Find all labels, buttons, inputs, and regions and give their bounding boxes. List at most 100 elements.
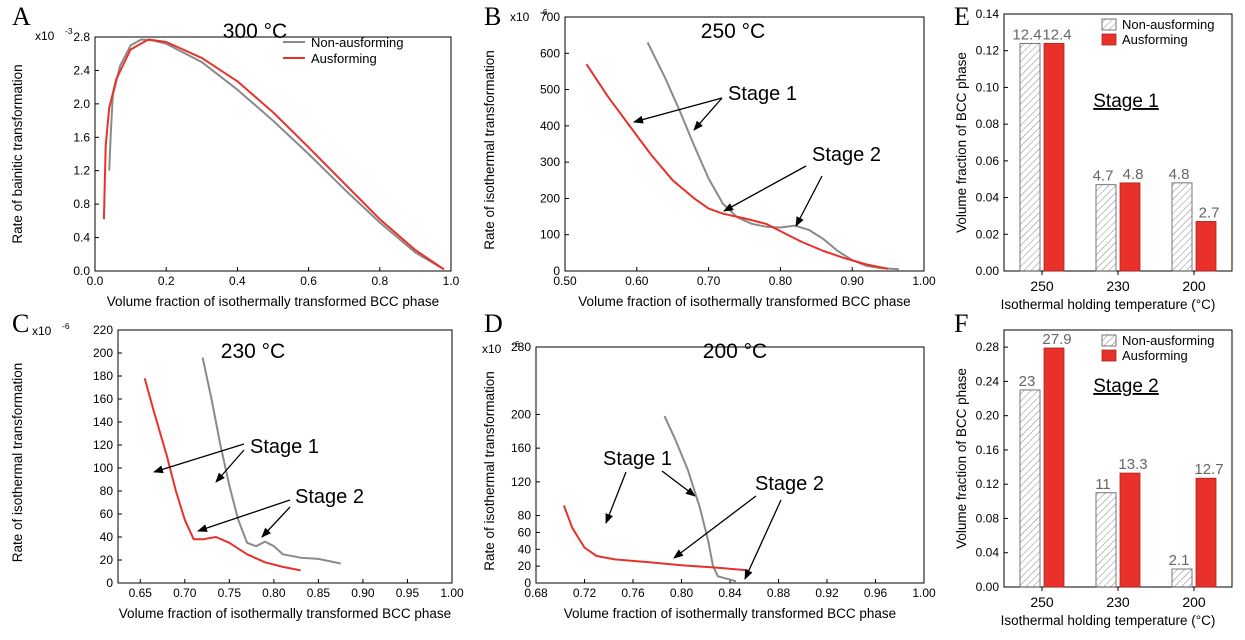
tick-label: 0.4 <box>73 231 90 245</box>
annotation-arrow <box>153 443 245 474</box>
tick-label: 0.2 <box>158 274 175 288</box>
y-axis-label: Rate of isothermal transformation <box>10 363 25 563</box>
tick-label: 0.80 <box>262 586 286 600</box>
tick-label: 1.00 <box>912 586 936 600</box>
series-line-ausforming <box>562 505 749 572</box>
legend-label: Ausforming <box>311 51 377 66</box>
tick-label: 0.08 <box>976 117 1000 131</box>
tick-label: 0.84 <box>718 586 742 600</box>
panel-title: Stage 2 <box>1093 376 1159 397</box>
tick-label: 0.65 <box>129 586 153 600</box>
tick-label: 2.8 <box>73 30 90 44</box>
panel-title: 250 °C <box>701 20 765 43</box>
legend-label: Ausforming <box>1122 32 1188 47</box>
bar-non-ausforming <box>1019 389 1041 588</box>
tick-label: 0.24 <box>976 374 1000 388</box>
series-line-ausforming <box>102 38 445 271</box>
tick-label: 1.00 <box>440 586 464 600</box>
bar-ausforming <box>1195 477 1217 588</box>
panel-label: E <box>954 2 970 31</box>
tick-label: 60 <box>100 507 114 521</box>
tick-label: 140 <box>93 415 113 429</box>
data-label: 23 <box>1019 373 1036 390</box>
x-axis-label: Volume fraction of isothermally transfor… <box>564 606 896 621</box>
tick-label: 0.10 <box>976 80 1000 94</box>
tick-label: 0.6 <box>300 274 317 288</box>
tick-label: 300 <box>540 155 560 169</box>
tick-label: 20 <box>518 559 532 573</box>
panel-label: A <box>12 2 31 31</box>
annotation-arrow <box>723 165 807 212</box>
y-multiplier-exponent: -6 <box>62 321 70 331</box>
annotation-arrow <box>197 499 291 532</box>
plot-frame <box>117 329 453 584</box>
data-label: 11 <box>1095 476 1111 493</box>
annotation-arrow <box>693 97 723 131</box>
series-line-non-ausforming <box>108 38 445 271</box>
tick-label: 0.28 <box>976 340 1000 354</box>
tick-label: 0 <box>553 264 560 278</box>
legend-label: Non-ausforming <box>1122 333 1215 348</box>
bar-ausforming <box>1043 42 1065 272</box>
y-multiplier-exponent: -6 <box>512 339 520 349</box>
plot-frame <box>564 16 925 272</box>
series-line-non-ausforming <box>663 415 737 583</box>
annotation-arrow <box>673 495 757 559</box>
y-axis-label: Rate of isothermal transformation <box>482 50 497 250</box>
plot-frame <box>535 346 925 584</box>
tick-label: 100 <box>540 228 560 242</box>
tick-label: 20 <box>100 553 114 567</box>
bar-non-ausforming <box>1095 492 1117 588</box>
y-multiplier: x10 <box>32 324 52 338</box>
tick-label: 200 <box>511 407 531 421</box>
tick-label: 180 <box>93 369 113 383</box>
bar-non-ausforming <box>1019 42 1041 272</box>
x-axis-label: Volume fraction of isothermally transfor… <box>119 606 451 621</box>
tick-label: 0.90 <box>841 274 865 288</box>
y-axis-label: Volume fraction of BCC phase <box>954 52 969 233</box>
data-label: 4.7 <box>1093 168 1114 185</box>
y-axis-label: Rate of bainitic transformation <box>10 64 25 243</box>
panel-a: A 0.0 0.2 0.4 0.6 0.8 1.0 0.0 0.4 0.8 1.2 1.6 2.0 2.4… <box>10 2 460 309</box>
data-label: 4.8 <box>1123 166 1144 183</box>
tick-label: 0.76 <box>621 586 645 600</box>
annotation-text: Stage 2 <box>755 473 824 495</box>
tick-label: 80 <box>100 484 114 498</box>
panel-label: C <box>12 309 29 338</box>
y-multiplier: x10 <box>35 29 55 43</box>
tick-label: 0.68 <box>524 586 548 600</box>
tick-label: 0.12 <box>976 44 1000 58</box>
tick-label: 0.85 <box>307 586 331 600</box>
tick-label: 0.02 <box>976 227 1000 241</box>
panel-label: D <box>484 309 503 338</box>
tick-label: 0.14 <box>976 7 1000 21</box>
data-label: 4.8 <box>1169 166 1190 183</box>
legend-label: Ausforming <box>1122 348 1188 363</box>
annotation-arrow <box>605 471 627 524</box>
tick-label: 80 <box>518 509 532 523</box>
tick-label: 0.20 <box>976 409 1000 423</box>
tick-label: 160 <box>93 392 113 406</box>
tick-label: 220 <box>93 323 113 337</box>
tick-label: 0.12 <box>976 477 1000 491</box>
annotation-text: Stage 1 <box>728 83 797 105</box>
category-label: 200 <box>1182 594 1206 610</box>
panel-label: F <box>954 309 968 338</box>
tick-label: 0.80 <box>769 274 793 288</box>
legend-label: Non-ausforming <box>311 35 404 50</box>
panel-title: 300 °C <box>223 20 287 43</box>
x-axis-label: Isothermal holding temperature (°C) <box>1001 613 1216 628</box>
panel-title: 230 °C <box>221 340 285 363</box>
category-label: 230 <box>1106 594 1130 610</box>
y-multiplier: x10 <box>510 10 530 24</box>
tick-label: 0.72 <box>573 586 597 600</box>
annotation-arrow <box>633 97 723 124</box>
data-label: 2.7 <box>1199 204 1220 221</box>
annotation-text: Stage 2 <box>812 144 881 166</box>
y-axis-label: Rate of isothermal transformation <box>482 371 497 571</box>
tick-label: 0.04 <box>976 546 1000 560</box>
legend-label: Non-ausforming <box>1122 17 1215 32</box>
tick-label: 0.96 <box>864 586 888 600</box>
tick-label: 1.0 <box>443 274 460 288</box>
